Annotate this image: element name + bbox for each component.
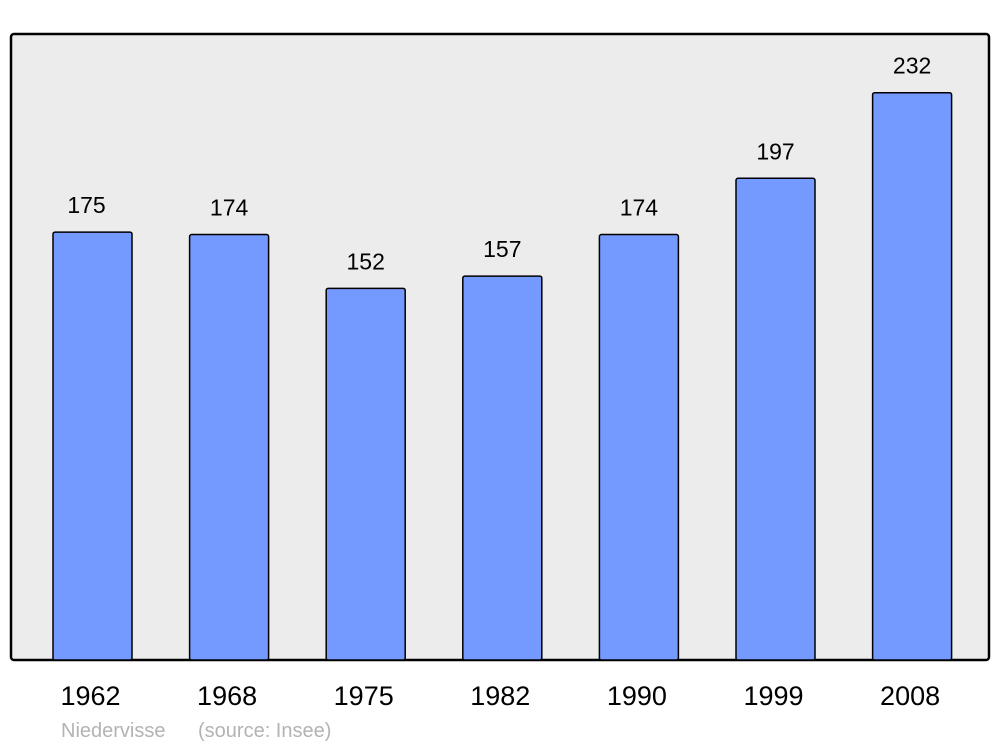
x-tick-1968: 1968 xyxy=(197,681,257,711)
x-tick-1999: 1999 xyxy=(743,681,803,711)
bar-1975 xyxy=(325,287,406,661)
bars-group xyxy=(52,91,953,661)
data-label-1999: 197 xyxy=(756,138,794,164)
data-label-1990: 174 xyxy=(620,195,659,221)
footer-place: Niedervisse xyxy=(61,720,165,742)
data-labels-group: 175 174 152 157 174 197 232 xyxy=(67,53,931,275)
bar-2008 xyxy=(871,91,953,661)
data-label-1982: 157 xyxy=(483,236,521,262)
data-label-2008: 232 xyxy=(893,53,931,79)
bar-1968 xyxy=(188,233,270,661)
x-tick-1982: 1982 xyxy=(470,681,530,711)
bar-1990 xyxy=(598,233,680,661)
data-label-1968: 174 xyxy=(210,195,249,221)
bar-1982 xyxy=(462,275,543,661)
x-tick-1975: 1975 xyxy=(334,681,394,711)
footer-source: (source: Insee) xyxy=(198,720,331,742)
x-tick-labels-group: 1962 1968 1975 1982 1990 1999 2008 xyxy=(60,681,940,711)
data-label-1962: 175 xyxy=(67,192,105,218)
x-tick-2008: 2008 xyxy=(880,681,940,711)
x-tick-1990: 1990 xyxy=(607,681,667,711)
bar-1999 xyxy=(735,177,816,661)
data-label-1975: 152 xyxy=(347,248,385,274)
x-tick-1962: 1962 xyxy=(60,681,120,711)
bar-1962 xyxy=(52,231,133,661)
